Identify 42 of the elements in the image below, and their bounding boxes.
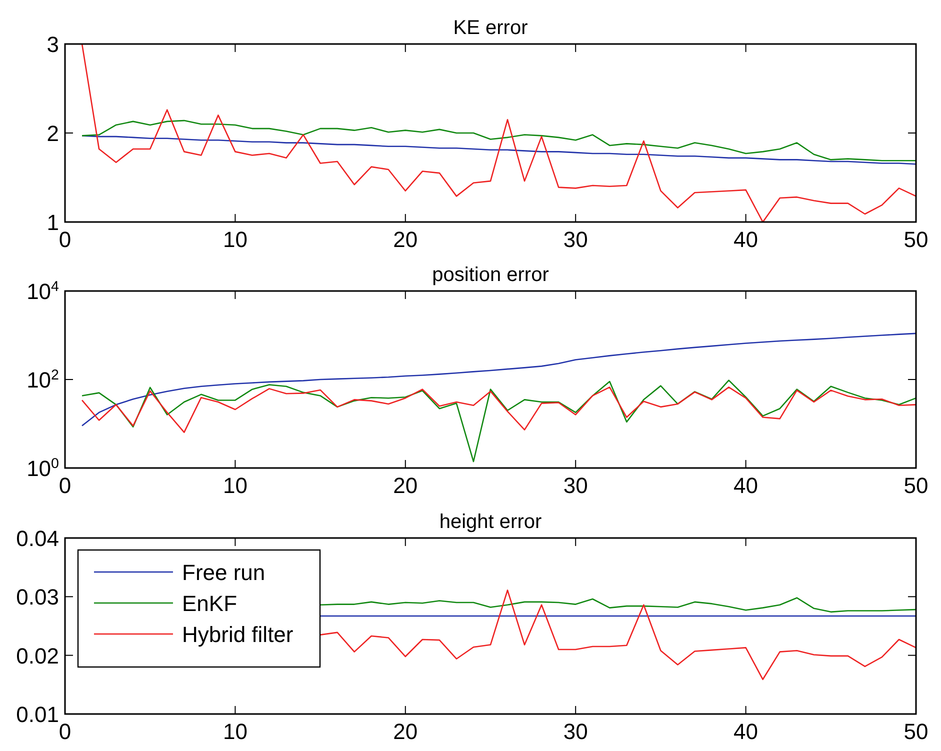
x-tick-label: 40: [734, 719, 758, 744]
x-tick-label: 0: [58, 473, 72, 498]
x-tick-label: 30: [563, 473, 588, 498]
line-series: [320, 597, 916, 613]
y-tick-label: 1: [46, 210, 59, 235]
x-tick-label: 30: [563, 227, 588, 252]
line-series: [81, 380, 916, 462]
y-tick-label: 10$^{2}$: [26, 367, 60, 392]
x-tick-label: 30: [563, 719, 588, 744]
x-tick-label: 20: [393, 473, 418, 498]
x-tick-label: 20: [393, 719, 418, 744]
x-tick-label: 50: [904, 719, 928, 744]
legend-label: EnKF: [182, 590, 238, 616]
line-series: [81, 332, 916, 426]
line-series: [81, 135, 916, 165]
line-series: [81, 120, 916, 162]
x-tick-label: 20: [393, 227, 418, 252]
x-tick-label: 0: [58, 719, 72, 744]
chart-title: height error: [439, 511, 542, 533]
x-tick-label: 10: [222, 473, 248, 498]
y-tick-label: 0.03: [16, 584, 59, 610]
y-tick-label: 2: [46, 120, 59, 146]
x-tick-label: 40: [734, 473, 758, 498]
chart-title: position error: [432, 264, 550, 286]
y-tick-label: 3: [46, 32, 59, 57]
y-tick-label: 0.04: [16, 526, 59, 551]
legend-label: Free run: [182, 560, 266, 585]
y-tick-label: 0.02: [16, 643, 59, 668]
x-tick-label: 50: [904, 473, 928, 498]
y-tick-label: 10$^{0}$: [26, 456, 60, 481]
x-tick-label: 50: [904, 227, 928, 252]
y-tick-label: 10$^{4}$: [26, 278, 60, 304]
chart-title: KE error: [453, 17, 528, 39]
x-tick-label: 0: [58, 227, 72, 252]
x-tick-label: 10: [222, 719, 248, 744]
line-series: [320, 590, 916, 680]
y-tick-label: 0.01: [16, 702, 59, 727]
line-series: [81, 386, 916, 433]
legend-label: Hybrid filter: [182, 622, 294, 647]
x-tick-label: 10: [222, 227, 248, 252]
line-series: [81, 44, 916, 222]
x-tick-label: 40: [734, 227, 758, 252]
